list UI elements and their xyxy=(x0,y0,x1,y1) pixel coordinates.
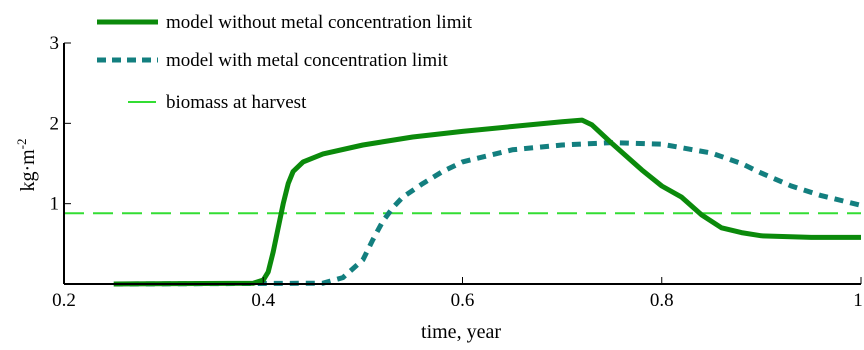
x-axis-title: time, year xyxy=(421,321,501,343)
x-tick-label: 0.6 xyxy=(451,290,475,311)
series-line-0 xyxy=(113,117,861,287)
y-axis-title: kg·m-2 xyxy=(14,138,39,191)
y-tick-label: 1 xyxy=(50,194,60,215)
y-tick-label: 2 xyxy=(50,113,60,134)
legend-label-0: model without metal concentration limit xyxy=(166,12,473,33)
y-axis-title-exponent: -2 xyxy=(14,138,29,149)
legend-label-2: biomass at harvest xyxy=(166,92,307,113)
legend: model without metal concentration limit m… xyxy=(97,12,473,113)
x-tick-label: 0.4 xyxy=(251,290,275,311)
series-line-1 xyxy=(113,140,862,287)
x-tick-label: 1 xyxy=(853,290,863,311)
x-tick-label: 0.8 xyxy=(650,290,674,311)
plot-lines xyxy=(64,117,862,287)
y-axis-title-main: kg·m xyxy=(17,149,39,192)
y-tick-label: 3 xyxy=(50,33,60,54)
legend-label-1: model with metal concentration limit xyxy=(166,50,448,71)
ticks: 0.2 0.4 0.6 0.8 1 1 2 3 xyxy=(50,33,863,311)
x-tick-label: 0.2 xyxy=(52,290,76,311)
